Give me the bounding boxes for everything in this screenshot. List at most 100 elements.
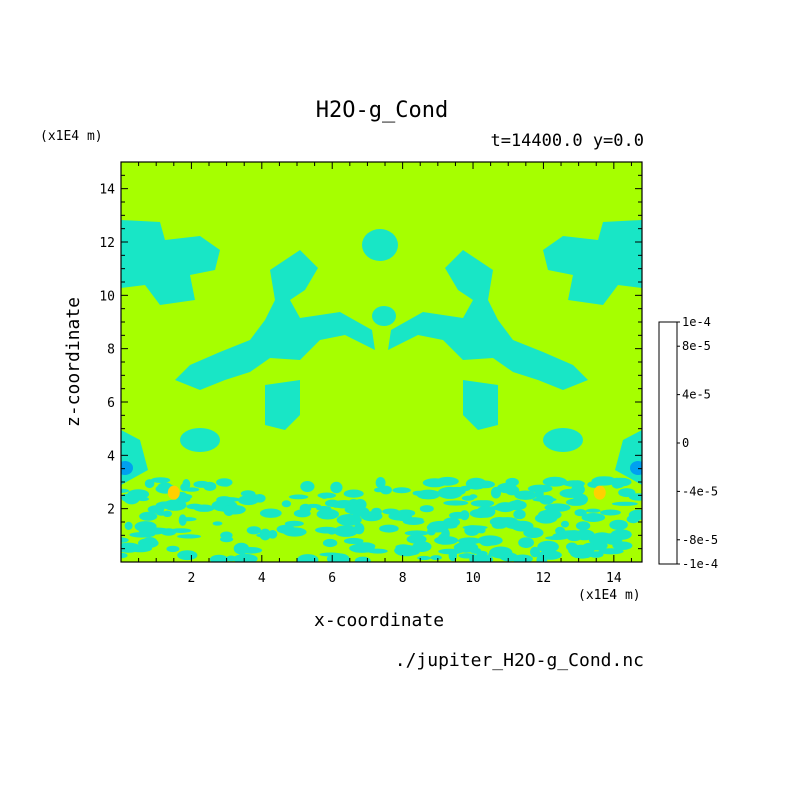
turbulence-speckle xyxy=(534,489,544,499)
turbulence-speckle xyxy=(441,524,458,529)
turbulence-speckle xyxy=(193,504,215,512)
turbulence-speckle xyxy=(142,537,158,547)
turbulence-speckle xyxy=(137,496,149,502)
turbulence-speckle xyxy=(513,509,526,520)
colorbar-label: -4e-5 xyxy=(682,484,718,498)
turbulence-speckle xyxy=(209,554,229,562)
turbulence-speckle xyxy=(316,508,339,520)
turbulence-speckle xyxy=(441,528,450,540)
x-tick-label: 10 xyxy=(465,571,481,586)
colorbar-label: -1e-4 xyxy=(682,557,718,571)
turbulence-speckle xyxy=(555,526,566,535)
turbulence-speckle xyxy=(121,537,129,543)
turbulence-speckle xyxy=(618,488,636,498)
turbulence-speckle xyxy=(267,530,278,539)
turbulence-speckle xyxy=(371,507,382,516)
turbulence-speckle xyxy=(162,510,172,517)
turbulence-speckle xyxy=(417,555,431,561)
turbulence-speckle xyxy=(600,509,621,516)
turbulence-speckle xyxy=(124,521,133,531)
chart-subtitle: t=14400.0 y=0.0 xyxy=(490,131,644,151)
turbulence-speckle xyxy=(179,517,197,522)
x-tick-label: 6 xyxy=(328,571,336,586)
negative-patch-center-small xyxy=(372,306,396,326)
turbulence-speckle xyxy=(574,529,595,541)
x-tick-label: 12 xyxy=(536,571,552,586)
negative-patch-upper-left xyxy=(121,220,220,305)
y-tick-label: 14 xyxy=(99,183,115,198)
y-axis-unit: (x1E4 m) xyxy=(40,129,103,144)
turbulence-speckle xyxy=(330,481,343,494)
turbulence-speckle xyxy=(394,544,419,557)
colorbar-label: -8e-5 xyxy=(682,533,718,547)
turbulence-speckle xyxy=(123,492,140,505)
turbulence-speckle xyxy=(542,476,568,487)
x-tick-label: 14 xyxy=(606,571,622,586)
turbulence-speckle xyxy=(354,556,371,562)
positive-spot-2 xyxy=(593,485,606,500)
turbulence-speckle xyxy=(300,481,315,492)
turbulence-speckle xyxy=(233,542,250,555)
x-tick-label: 4 xyxy=(258,571,266,586)
turbulence-speckle xyxy=(170,528,192,533)
x-axis-unit: (x1E4 m) xyxy=(578,588,641,603)
turbulence-speckle xyxy=(534,513,558,524)
turbulence-speckle xyxy=(437,486,463,499)
negative-patch-left-lower xyxy=(265,380,300,430)
turbulence-speckle xyxy=(343,537,364,545)
turbulence-speckle xyxy=(404,530,429,536)
x-axis-label: x-coordinate xyxy=(314,610,445,631)
turbulence-speckle xyxy=(282,527,307,537)
colorbar: 1e-4 8e-5 4e-5 0 -4e-5 -8e-5 -1e-4 xyxy=(658,315,718,571)
turbulence-speckle xyxy=(396,509,416,517)
source-file-label: ./jupiter_H2O-g_Cond.nc xyxy=(394,650,644,671)
turbulence-speckle xyxy=(497,482,517,494)
negative-patch-left-lobe xyxy=(175,250,375,390)
turbulence-speckle xyxy=(147,505,165,514)
turbulence-speckle xyxy=(333,525,359,537)
positive-spot-1 xyxy=(167,485,180,500)
turbulence-speckle xyxy=(374,487,384,493)
turbulence-speckle xyxy=(566,498,587,506)
turbulence-speckle xyxy=(212,521,223,526)
turbulence-speckle xyxy=(288,494,309,500)
turbulence-speckle xyxy=(151,477,171,483)
turbulence-speckle xyxy=(581,513,606,522)
turbulence-speckle xyxy=(416,489,441,500)
turbulence-speckle xyxy=(382,508,400,515)
turbulence-speckle xyxy=(344,505,367,515)
turbulence-speckle xyxy=(427,528,436,536)
colorbar-label: 0 xyxy=(682,436,689,450)
turbulence-speckle xyxy=(166,545,180,553)
turbulence-speckle xyxy=(177,550,198,561)
turbulence-speckle xyxy=(459,485,471,492)
turbulence-speckle xyxy=(532,497,557,502)
turbulence-speckle xyxy=(430,555,442,561)
turbulence-speckle xyxy=(121,488,130,493)
turbulence-speckle xyxy=(559,488,583,498)
turbulence-speckle xyxy=(348,499,359,507)
y-tick-label: 10 xyxy=(99,289,115,304)
turbulence-speckle xyxy=(306,503,321,508)
turbulence-speckle xyxy=(177,534,202,539)
turbulence-speckle xyxy=(561,520,569,528)
turbulence-speckle xyxy=(220,531,233,540)
turbulence-speckle xyxy=(544,503,571,512)
turbulence-speckle xyxy=(326,553,350,562)
turbulence-speckle xyxy=(604,535,623,545)
turbulence-speckle xyxy=(246,526,262,535)
negative-minimum-right xyxy=(630,461,642,475)
y-tick-label: 6 xyxy=(107,396,115,411)
turbulence-speckle xyxy=(380,485,392,495)
turbulence-speckle xyxy=(611,501,638,506)
turbulence-speckle xyxy=(469,494,478,499)
turbulence-speckle xyxy=(349,543,375,553)
turbulence-speckle xyxy=(537,540,559,553)
turbulence-speckle xyxy=(129,532,155,538)
turbulence-speckle xyxy=(495,502,516,513)
plot-axes: 2 4 6 8 10 12 14 2 4 6 8 10 12 14 xyxy=(99,161,643,586)
x-tick-label: 2 xyxy=(187,571,195,586)
colorbar-label: 1e-4 xyxy=(682,315,711,329)
negative-patch-right-lobe xyxy=(388,250,588,390)
turbulence-speckle xyxy=(449,511,467,519)
